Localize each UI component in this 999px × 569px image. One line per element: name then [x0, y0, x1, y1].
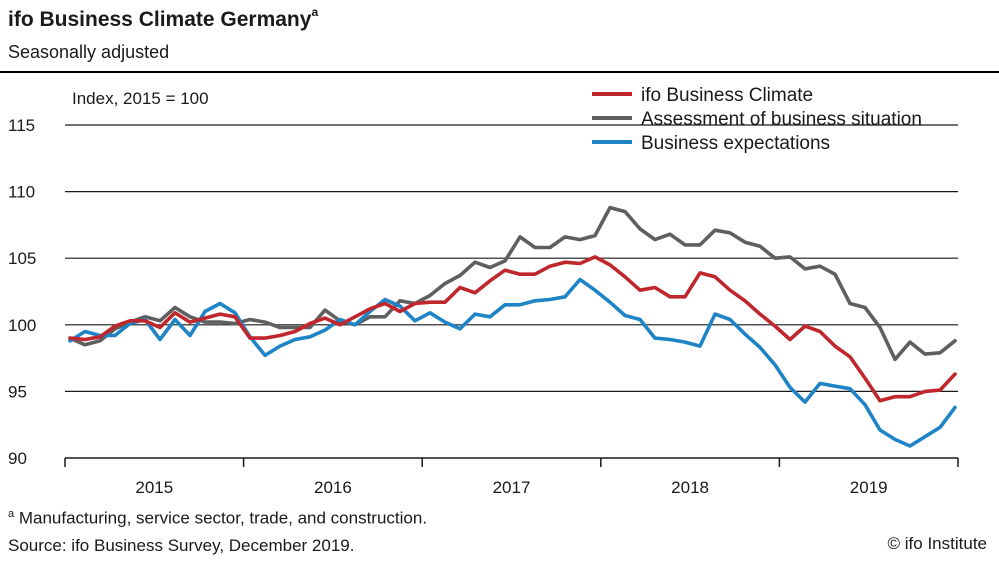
x-tick-label-2019: 2019 — [850, 478, 888, 497]
index-note: Index, 2015 = 100 — [72, 89, 209, 108]
chart-title: ifo Business Climate Germanya — [8, 5, 319, 32]
y-tick-label-95: 95 — [8, 382, 27, 401]
title-footnote-marker: a — [311, 5, 319, 19]
copyright-note: © ifo Institute — [887, 534, 987, 553]
footnote-marker: a — [8, 508, 15, 520]
legend: ifo Business Climate Assessment of busine… — [592, 85, 922, 154]
x-axis-labels: 2015 2016 2017 2018 2019 — [135, 478, 887, 497]
source-note: Source: ifo Business Survey, December 20… — [8, 536, 355, 555]
x-tick-label-2018: 2018 — [671, 478, 709, 497]
chart-title-text: ifo Business Climate Germany — [8, 8, 312, 31]
legend-label-assessment-of-business-situation: Assessment of business situation — [641, 109, 922, 130]
series-line-ifo-business-climate — [68, 255, 957, 403]
y-tick-label-90: 90 — [8, 449, 27, 468]
series-line-assessment-of-business-situation — [68, 205, 957, 362]
y-tick-label-110: 110 — [8, 183, 35, 202]
x-tick-label-2017: 2017 — [493, 478, 531, 497]
legend-label-ifo-business-climate: ifo Business Climate — [641, 85, 813, 106]
y-tick-label-100: 100 — [8, 316, 36, 335]
line-chart: 90 95 100 105 110 115 2015 2016 2017 2018 2019 In… — [8, 85, 959, 497]
y-tick-label-115: 115 — [8, 116, 35, 135]
footnote: a Manufacturing, service sector, trade, … — [8, 508, 427, 529]
series-lines — [68, 205, 957, 448]
footnote-text: Manufacturing, service sector, trade, an… — [14, 508, 428, 528]
x-tick-label-2016: 2016 — [314, 478, 352, 497]
x-tick-label-2015: 2015 — [135, 478, 173, 497]
grid-lines — [65, 124, 958, 392]
header-rule — [0, 71, 999, 73]
legend-label-business-expectations: Business expectations — [641, 133, 830, 154]
series-line-business-expectations — [68, 277, 957, 448]
x-axis — [64, 457, 959, 467]
y-tick-label-105: 105 — [8, 249, 36, 268]
y-axis-labels: 90 95 100 105 110 115 — [8, 116, 36, 468]
chart-subtitle: Seasonally adjusted — [8, 42, 170, 62]
